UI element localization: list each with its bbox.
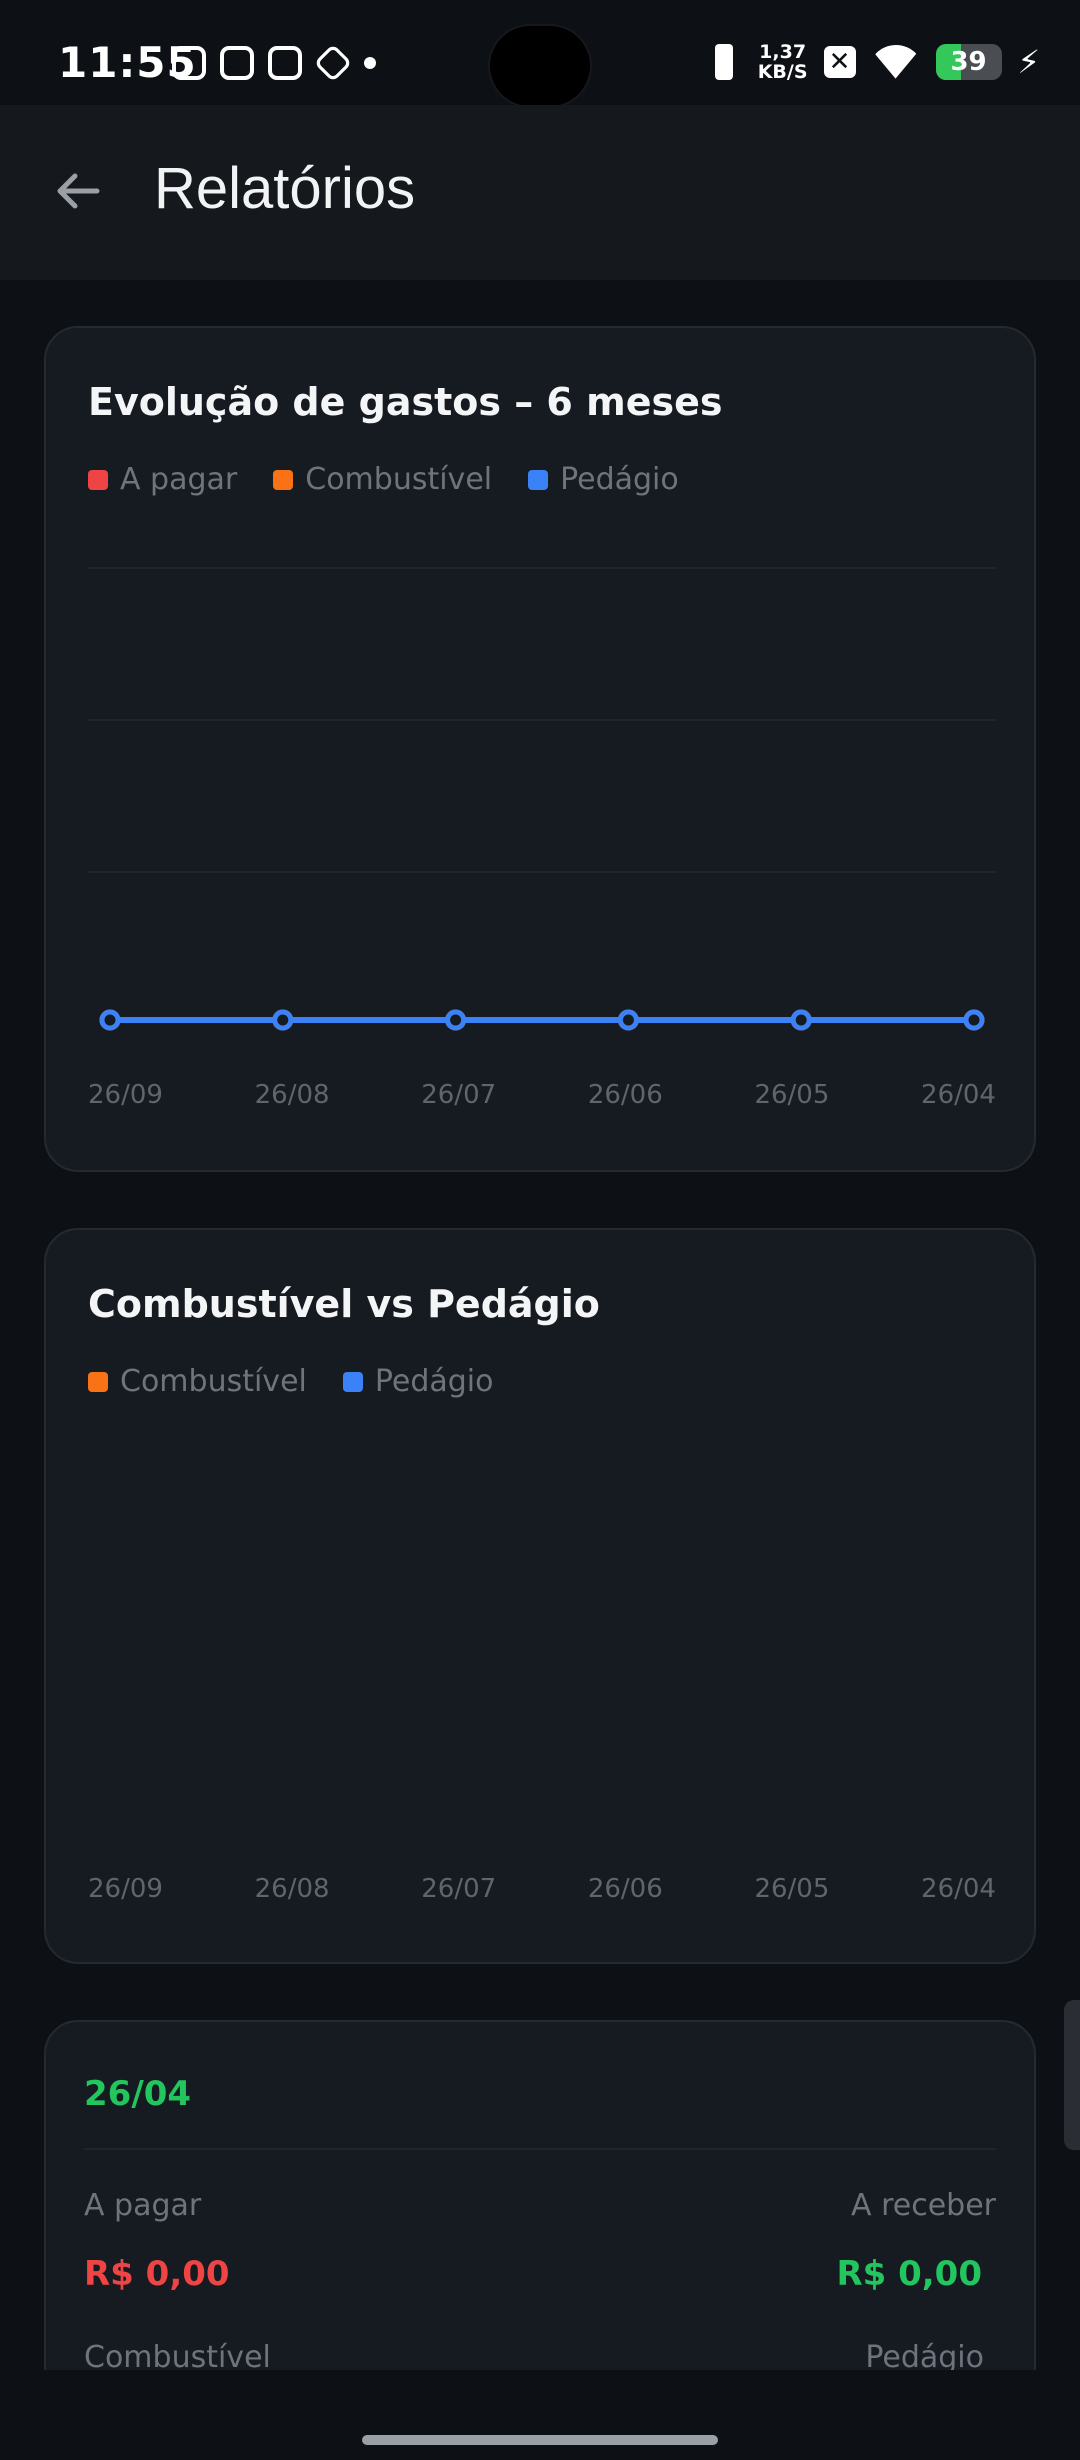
expenses-evolution-card: Evolução de gastos – 6 meses A pagar Com…: [44, 326, 1036, 1172]
fuel-vs-toll-legend: Combustível Pedágio: [88, 1364, 494, 1399]
expenses-line-chart: [88, 567, 996, 1031]
summary-divider: [84, 2148, 996, 2150]
wifi-icon: [872, 43, 920, 81]
status-right-icons: 1,37 KB/S ✕ 39 ⚡: [706, 40, 1040, 84]
data-point-pedagio: [617, 1009, 639, 1031]
summary-a-pagar-value: R$ 0,00: [84, 2254, 230, 2294]
x-tick-label: 26/04: [921, 1080, 996, 1110]
app-header: Relatórios: [0, 105, 1080, 280]
legend-swatch-a-pagar: [88, 469, 108, 490]
fuel-vs-toll-x-axis-labels: 26/09 26/08 26/07 26/06 26/05 26/04: [88, 1874, 996, 1904]
x-tick-label: 26/08: [254, 1874, 330, 1904]
x-tick-label: 26/06: [587, 1874, 663, 1904]
data-point-pedagio: [272, 1009, 294, 1031]
network-speed: 1,37 KB/S: [758, 42, 808, 82]
expenses-evolution-title: Evolução de gastos – 6 meses: [88, 380, 723, 424]
data-point-pedagio: [963, 1009, 985, 1031]
charging-icon: ⚡: [1017, 43, 1040, 81]
legend-label-combustivel: Combustível: [305, 462, 493, 497]
summary-pedagio-label: Pedágio: [865, 2340, 984, 2375]
x-tick-label: 26/07: [421, 1080, 497, 1110]
pix-notification-icon: [268, 46, 302, 80]
camera-cutout: [488, 24, 592, 108]
x-tick-label: 26/04: [921, 1874, 996, 1904]
x-tick-label: 26/05: [754, 1874, 830, 1904]
legend-swatch-combustivel: [273, 469, 294, 490]
legend-item-a-pagar[interactable]: A pagar: [88, 462, 237, 497]
legend-item-pedagio[interactable]: Pedágio: [528, 462, 679, 497]
instagram-icon: [172, 46, 206, 80]
summary-date: 26/04: [84, 2074, 192, 2114]
summary-combustivel-label: Combustível: [84, 2340, 271, 2375]
battery-level: 39: [950, 47, 987, 77]
page-title: Relatórios: [154, 156, 416, 221]
data-point-pedagio: [445, 1009, 467, 1031]
home-indicator[interactable]: [362, 2435, 718, 2445]
battery-fill: [935, 44, 962, 80]
legend-item-pedagio[interactable]: Pedágio: [342, 1364, 494, 1399]
x-tick-label: 26/05: [754, 1080, 830, 1110]
legend-label-pedagio: Pedágio: [374, 1364, 494, 1399]
expenses-evolution-legend: A pagar Combustível Pedágio: [88, 462, 679, 497]
data-point-pedagio: [99, 1009, 121, 1031]
summary-a-receber-label: A receber: [851, 2188, 996, 2223]
legend-item-combustivel[interactable]: Combustível: [88, 1364, 307, 1399]
legend-label-combustivel: Combustível: [120, 1364, 307, 1399]
data-point-pedagio: [790, 1009, 812, 1031]
network-speed-value: 1,37: [759, 41, 807, 63]
notification-icons: [172, 43, 376, 83]
x-tick-label: 26/09: [88, 1080, 163, 1110]
arrow-left-icon: [57, 173, 100, 209]
back-button[interactable]: [44, 157, 112, 225]
app-notification-icon: [220, 46, 254, 80]
legend-swatch-combustivel: [88, 1371, 108, 1392]
diamond-app-icon: [313, 43, 353, 83]
battery-icon: 39: [935, 44, 1002, 80]
fuel-vs-toll-bar-chart: [46, 1230, 1038, 1966]
status-bar: 11:55 1,37 KB/S ✕ 39 ⚡: [0, 0, 1080, 108]
expenses-x-axis-labels: 26/09 26/08 26/07 26/06 26/05 26/04: [88, 1080, 996, 1110]
x-tick-label: 26/06: [587, 1080, 663, 1110]
fuel-vs-toll-title: Combustível vs Pedágio: [88, 1282, 600, 1326]
x-tick-label: 26/08: [254, 1080, 330, 1110]
x-tick-label: 26/07: [421, 1874, 497, 1904]
legend-label-a-pagar: A pagar: [120, 462, 238, 497]
summary-a-receber-value: R$ 0,00: [836, 2254, 982, 2294]
legend-swatch-pedagio: [528, 469, 549, 490]
x-tick-label: 26/09: [88, 1874, 163, 1904]
fuel-vs-toll-card: Combustível vs Pedágio Combustível Pedág…: [44, 1228, 1036, 1964]
bottom-bar: [0, 2370, 1080, 2460]
scroll-handle[interactable]: [1064, 2000, 1080, 2150]
legend-label-pedagio: Pedágio: [560, 462, 679, 497]
vibrate-icon: [706, 40, 742, 84]
legend-item-combustivel[interactable]: Combustível: [273, 462, 492, 497]
no-sim-icon: ✕: [823, 46, 856, 78]
legend-swatch-pedagio: [342, 1371, 363, 1392]
summary-a-pagar-label: A pagar: [84, 2188, 202, 2223]
network-speed-unit: KB/S: [757, 61, 808, 83]
more-notifications-dot: [364, 57, 376, 69]
